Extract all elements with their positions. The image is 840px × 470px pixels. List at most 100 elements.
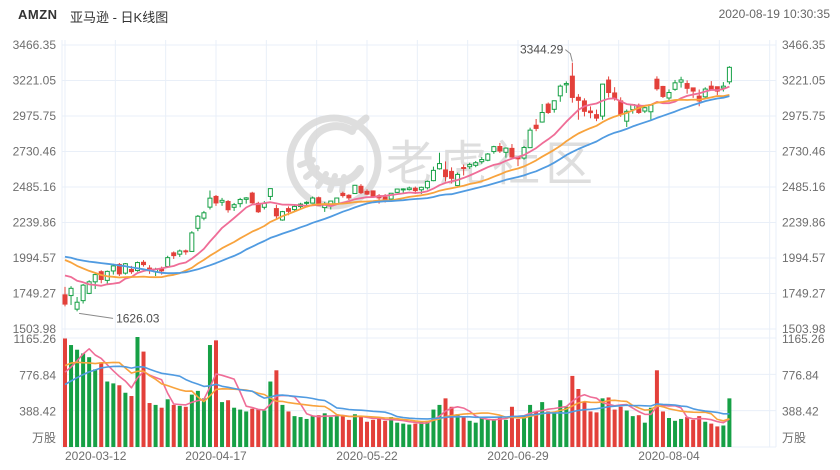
volume-bar[interactable] [322, 413, 327, 447]
candle[interactable] [292, 205, 298, 211]
volume-bar[interactable] [697, 416, 702, 447]
volume-bar[interactable] [214, 340, 218, 447]
candle[interactable] [624, 110, 630, 122]
volume-bar[interactable] [461, 416, 466, 447]
volume-bar[interactable] [648, 407, 653, 447]
candle[interactable] [340, 192, 346, 197]
volume-bar[interactable] [117, 385, 122, 447]
candle[interactable] [666, 92, 672, 99]
volume-bar[interactable] [226, 400, 231, 447]
candle[interactable] [189, 232, 195, 252]
volume-bar[interactable] [709, 423, 714, 447]
candle[interactable] [491, 146, 497, 153]
candle[interactable] [720, 85, 726, 89]
volume-bar[interactable] [123, 392, 128, 447]
candle[interactable] [141, 261, 147, 266]
volume-bar[interactable] [310, 416, 315, 447]
candle[interactable] [479, 159, 485, 163]
volume-bar[interactable] [377, 418, 382, 447]
volume-bar[interactable] [576, 389, 581, 447]
candle[interactable] [449, 170, 455, 179]
candle[interactable] [195, 215, 201, 229]
candle[interactable] [708, 85, 714, 90]
volume-bar[interactable] [606, 397, 611, 447]
volume-bar[interactable] [87, 357, 92, 447]
volume-bar[interactable] [497, 417, 502, 447]
volume-bar[interactable] [316, 415, 321, 447]
candle[interactable] [62, 294, 68, 305]
candle[interactable] [467, 164, 473, 168]
volume-bar[interactable] [528, 404, 533, 447]
volume-bar[interactable] [63, 338, 67, 447]
volume-bar[interactable] [111, 383, 116, 447]
volume-bar[interactable] [292, 416, 297, 447]
volume-bar[interactable] [171, 404, 176, 447]
candle[interactable] [648, 104, 654, 113]
volume-bar[interactable] [280, 404, 285, 447]
volume-bar[interactable] [564, 406, 569, 447]
candle[interactable] [509, 147, 515, 158]
volume-bar[interactable] [600, 398, 605, 447]
volume-bar[interactable] [201, 398, 206, 447]
candle[interactable] [219, 199, 225, 203]
volume-bar[interactable] [425, 420, 430, 447]
volume-bar[interactable] [636, 415, 641, 447]
candle[interactable] [364, 190, 370, 195]
candle[interactable] [110, 265, 116, 272]
candle[interactable] [68, 287, 74, 297]
candle[interactable] [273, 208, 279, 217]
volume-bar[interactable] [371, 419, 376, 447]
volume-bar[interactable] [534, 411, 539, 447]
candle[interactable] [485, 153, 491, 161]
volume-bar[interactable] [328, 417, 333, 447]
candle[interactable] [539, 111, 545, 123]
volume-bar[interactable] [503, 419, 508, 447]
volume-bar[interactable] [141, 351, 146, 447]
candle[interactable] [304, 201, 310, 204]
candle[interactable] [213, 195, 219, 204]
candle[interactable] [285, 208, 291, 212]
volume-bar[interactable] [129, 396, 134, 447]
volume-bar[interactable] [352, 414, 357, 447]
volume-bar[interactable] [304, 418, 309, 447]
volume-bar[interactable] [660, 411, 665, 447]
candle[interactable] [684, 83, 690, 89]
volume-bar[interactable] [401, 423, 406, 447]
candle[interactable] [267, 188, 273, 197]
candle[interactable] [394, 188, 400, 193]
volume-bar[interactable] [642, 422, 647, 447]
candle[interactable] [225, 200, 231, 211]
volume-bar[interactable] [594, 412, 599, 447]
volume-bar[interactable] [177, 405, 182, 447]
volume-bar[interactable] [479, 417, 484, 447]
volume-bar[interactable] [546, 411, 551, 447]
candle[interactable] [618, 100, 624, 116]
volume-bar[interactable] [232, 407, 237, 447]
volume-bar[interactable] [244, 411, 249, 447]
volume-bar[interactable] [467, 420, 472, 447]
candle[interactable] [557, 85, 563, 97]
volume-bar[interactable] [250, 408, 255, 447]
volume-bar[interactable] [395, 422, 400, 447]
volume-bar[interactable] [69, 345, 74, 447]
volume-bar[interactable] [558, 400, 563, 447]
candle[interactable] [551, 100, 557, 110]
candle[interactable] [606, 79, 612, 94]
candle[interactable] [563, 83, 569, 86]
candle[interactable] [128, 269, 134, 273]
candle[interactable] [249, 192, 255, 204]
volume-bar[interactable] [75, 349, 80, 447]
candle[interactable] [424, 180, 430, 189]
candle[interactable] [352, 184, 358, 195]
volume-bar[interactable] [618, 406, 623, 447]
volume-bar[interactable] [165, 399, 170, 447]
volume-bar[interactable] [522, 416, 527, 447]
volume-bar[interactable] [268, 381, 273, 447]
candle[interactable] [497, 146, 503, 152]
volume-bar[interactable] [721, 425, 726, 447]
volume-bar[interactable] [449, 406, 454, 447]
candle[interactable] [443, 169, 449, 178]
volume-bar[interactable] [238, 409, 243, 447]
volume-bar[interactable] [153, 404, 158, 447]
candle[interactable] [612, 92, 618, 99]
